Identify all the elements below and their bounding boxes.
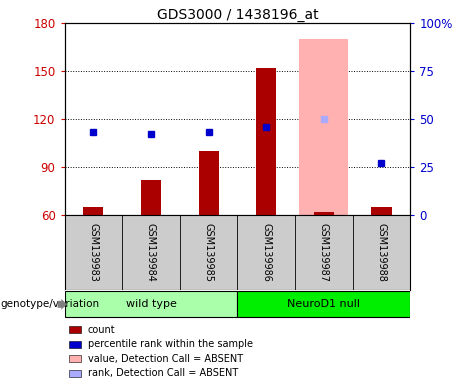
Bar — [65, 291, 237, 317]
Text: count: count — [88, 325, 115, 335]
Text: percentile rank within the sample: percentile rank within the sample — [88, 339, 253, 349]
Title: GDS3000 / 1438196_at: GDS3000 / 1438196_at — [157, 8, 318, 22]
Text: NeuroD1 null: NeuroD1 null — [287, 299, 361, 309]
Bar — [256, 68, 276, 215]
Text: GSM139987: GSM139987 — [319, 223, 329, 282]
Bar — [237, 291, 410, 317]
Bar — [372, 207, 391, 215]
Bar — [199, 151, 219, 215]
Bar — [299, 39, 349, 215]
Text: GSM139983: GSM139983 — [89, 223, 98, 282]
Bar — [141, 180, 161, 215]
Text: GSM139984: GSM139984 — [146, 223, 156, 282]
Text: GSM139985: GSM139985 — [204, 223, 213, 282]
Text: genotype/variation: genotype/variation — [0, 299, 100, 310]
Bar — [314, 212, 334, 215]
Bar — [83, 207, 103, 215]
Text: wild type: wild type — [125, 299, 177, 309]
Text: rank, Detection Call = ABSENT: rank, Detection Call = ABSENT — [88, 368, 238, 378]
Text: value, Detection Call = ABSENT: value, Detection Call = ABSENT — [88, 354, 242, 364]
Text: GSM139988: GSM139988 — [377, 223, 386, 282]
Text: GSM139986: GSM139986 — [261, 223, 271, 282]
